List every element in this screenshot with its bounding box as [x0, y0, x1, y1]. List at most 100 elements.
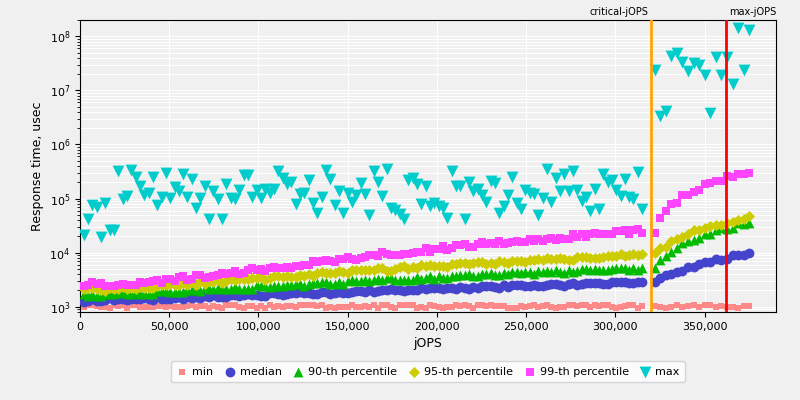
95-th percentile [659, 244, 672, 250]
95-th percentile [112, 286, 125, 292]
median [676, 267, 689, 274]
median [380, 287, 393, 293]
99-th percentile [670, 200, 683, 206]
median [86, 296, 98, 302]
median [290, 289, 302, 296]
max [194, 195, 207, 202]
99-th percentile [606, 231, 618, 237]
90-th percentile [614, 264, 627, 271]
min [489, 303, 502, 309]
99-th percentile [721, 173, 734, 180]
min [181, 303, 194, 310]
min [268, 304, 281, 310]
90-th percentile [584, 266, 597, 273]
min [202, 304, 215, 311]
99-th percentile [242, 266, 254, 273]
95-th percentile [715, 221, 728, 228]
90-th percentile [354, 278, 367, 284]
max [558, 171, 570, 177]
median [315, 288, 328, 295]
max [363, 212, 376, 218]
min [571, 302, 584, 309]
90-th percentile [610, 265, 622, 271]
min [394, 302, 406, 308]
90-th percentile [207, 286, 220, 292]
min [687, 302, 700, 309]
90-th percentile [376, 277, 389, 284]
min [743, 303, 756, 309]
90-th percentile [698, 230, 711, 237]
median [337, 290, 350, 296]
90-th percentile [588, 266, 601, 273]
95-th percentile [536, 256, 549, 263]
min [432, 304, 445, 310]
90-th percentile [242, 286, 254, 292]
min [618, 303, 631, 310]
median [545, 281, 558, 287]
max [419, 183, 432, 189]
median [138, 295, 150, 302]
99-th percentile [181, 277, 194, 284]
min [471, 302, 484, 309]
min [715, 303, 728, 309]
99-th percentile [315, 258, 328, 264]
99-th percentile [593, 230, 606, 237]
median [90, 298, 103, 304]
95-th percentile [687, 227, 700, 233]
95-th percentile [665, 237, 678, 244]
90-th percentile [259, 283, 272, 290]
99-th percentile [238, 270, 250, 276]
99-th percentile [571, 234, 584, 240]
99-th percentile [554, 235, 566, 242]
min [497, 303, 510, 310]
95-th percentile [259, 276, 272, 283]
90-th percentile [704, 231, 717, 237]
99-th percentile [311, 258, 324, 265]
min [229, 302, 242, 308]
99-th percentile [94, 280, 107, 286]
90-th percentile [721, 226, 734, 232]
max [94, 234, 107, 240]
max [159, 170, 172, 176]
95-th percentile [523, 257, 536, 263]
min [302, 302, 315, 308]
min [467, 304, 480, 311]
min [290, 304, 302, 310]
95-th percentile [333, 268, 346, 275]
90-th percentile [523, 269, 536, 275]
90-th percentile [475, 271, 488, 277]
median [354, 288, 367, 294]
99-th percentile [164, 276, 177, 282]
99-th percentile [142, 279, 155, 286]
max [562, 188, 575, 194]
99-th percentile [423, 249, 436, 255]
median [682, 264, 694, 270]
99-th percentile [229, 268, 242, 274]
max [493, 210, 506, 216]
99-th percentile [545, 235, 558, 241]
median [129, 296, 142, 303]
max [112, 168, 125, 174]
95-th percentile [743, 213, 756, 220]
95-th percentile [181, 282, 194, 288]
95-th percentile [471, 259, 484, 265]
99-th percentile [502, 240, 514, 246]
median [558, 283, 570, 289]
99-th percentile [510, 238, 523, 244]
95-th percentile [419, 262, 432, 269]
90-th percentile [276, 283, 289, 290]
90-th percentile [90, 293, 103, 300]
max [398, 216, 410, 222]
median [298, 289, 311, 296]
99-th percentile [116, 281, 129, 288]
95-th percentile [732, 217, 745, 224]
max [211, 196, 224, 202]
90-th percentile [618, 264, 631, 271]
median [532, 283, 545, 289]
min [328, 304, 341, 311]
min [510, 305, 523, 311]
95-th percentile [298, 272, 311, 279]
min [441, 304, 454, 310]
90-th percentile [549, 267, 562, 274]
max [631, 168, 644, 175]
